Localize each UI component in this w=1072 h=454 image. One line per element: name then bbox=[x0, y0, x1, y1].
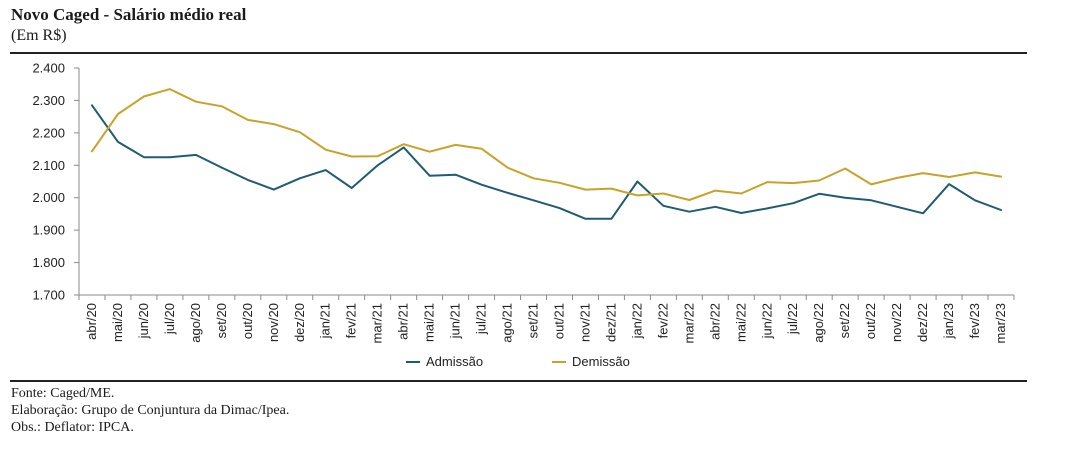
x-tick-label: dez/22 bbox=[915, 303, 930, 342]
x-tick-label: fev/22 bbox=[655, 303, 670, 338]
y-tick-label: 1.900 bbox=[32, 223, 65, 238]
legend-label-demissao: Demissão bbox=[572, 354, 630, 369]
series-line-demissao bbox=[91, 88, 1002, 201]
x-tick-label: mar/21 bbox=[370, 303, 385, 343]
y-tick-label: 2.300 bbox=[32, 93, 65, 108]
x-tick-label: jul/20 bbox=[162, 303, 177, 335]
y-tick-label: 1.700 bbox=[32, 288, 65, 303]
x-tick-label: jan/23 bbox=[941, 303, 956, 339]
y-tick-label: 2.100 bbox=[32, 158, 65, 173]
x-tick-label: mai/20 bbox=[110, 303, 125, 342]
y-tick-label: 2.400 bbox=[32, 61, 65, 76]
x-tick-label: jun/22 bbox=[759, 303, 774, 339]
legend-label-admissao: Admissão bbox=[426, 354, 483, 369]
x-tick-label: mar/22 bbox=[681, 303, 696, 343]
x-tick-label: ago/20 bbox=[188, 303, 203, 343]
x-tick-label: jul/22 bbox=[785, 303, 800, 335]
x-tick-label: fev/23 bbox=[967, 303, 982, 338]
top-divider bbox=[10, 52, 1027, 54]
x-tick-label: abr/22 bbox=[707, 303, 722, 340]
bottom-divider bbox=[10, 380, 1027, 382]
x-tick-label: nov/20 bbox=[266, 303, 281, 342]
source-note: Fonte: Caged/ME. bbox=[11, 386, 115, 401]
x-tick-label: out/22 bbox=[863, 303, 878, 339]
x-tick-label: jun/21 bbox=[448, 303, 463, 339]
x-tick-label: nov/21 bbox=[577, 303, 592, 342]
x-tick-label: mai/22 bbox=[733, 303, 748, 342]
footnotes: Fonte: Caged/ME. Elaboração: Grupo de Co… bbox=[11, 385, 289, 436]
x-tick-label: jun/20 bbox=[136, 303, 151, 339]
x-tick-label: mai/21 bbox=[422, 303, 437, 342]
elaboration-note: Elaboração: Grupo de Conjuntura da Dimac… bbox=[11, 403, 290, 418]
x-tick-label: set/20 bbox=[214, 303, 229, 338]
x-tick-label: abr/20 bbox=[84, 303, 99, 340]
chart-unit-label: (Em R$) bbox=[11, 27, 67, 44]
x-tick-label: mar/23 bbox=[993, 303, 1008, 343]
x-tick-label: nov/22 bbox=[889, 303, 904, 342]
x-tick-label: fev/21 bbox=[344, 303, 359, 338]
y-tick-label: 2.000 bbox=[32, 190, 65, 205]
x-tick-label: set/21 bbox=[526, 303, 541, 338]
x-tick-label: out/20 bbox=[240, 303, 255, 339]
x-tick-label: dez/20 bbox=[292, 303, 307, 342]
x-tick-label: out/21 bbox=[551, 303, 566, 339]
x-tick-label: set/22 bbox=[837, 303, 852, 338]
deflator-note: Obs.: Deflator: IPCA. bbox=[11, 420, 134, 435]
line-chart: 1.700 1.800 1.900 2.000 2.100 2.200 2.300 2.400… bbox=[32, 61, 1015, 369]
x-tick-label: ago/22 bbox=[811, 303, 826, 343]
series-line-admissao bbox=[91, 104, 1002, 220]
x-tick-label: abr/21 bbox=[396, 303, 411, 340]
x-tick-label: jan/21 bbox=[318, 303, 333, 339]
y-tick-label: 1.800 bbox=[32, 255, 65, 270]
x-tick-label: dez/21 bbox=[603, 303, 618, 342]
chart-title: Novo Caged - Salário médio real bbox=[11, 5, 247, 24]
y-tick-label: 2.200 bbox=[32, 125, 65, 140]
x-tick-label: jan/22 bbox=[629, 303, 644, 339]
x-tick-label: jul/21 bbox=[474, 303, 489, 335]
x-tick-label: ago/21 bbox=[500, 303, 515, 343]
